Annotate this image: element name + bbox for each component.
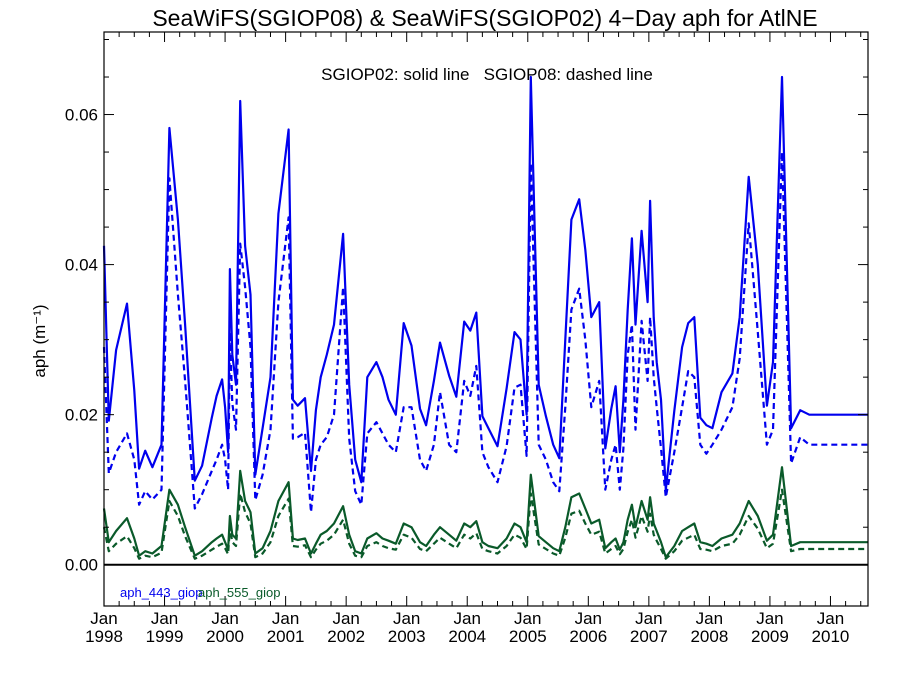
y-axis-label: aph (m⁻¹) [30,304,49,377]
legend-entry-aph_555_giop: aph_555_giop [198,585,280,600]
x-tick-label-month: Jan [90,609,117,628]
x-tick-label-year: 2009 [751,627,789,646]
x-tick-label-month: Jan [332,609,359,628]
x-tick-label-month: Jan [151,609,178,628]
x-tick-label-year: 2006 [569,627,607,646]
x-tick-label-year: 1998 [85,627,123,646]
x-tick-label-month: Jan [756,609,783,628]
x-tick-label-year: 2004 [448,627,486,646]
axes: 0.000.020.040.06Jan1998Jan1999Jan2000Jan… [65,31,869,646]
x-tick-label-year: 2008 [690,627,728,646]
series-line-aph_555_sgiop08 [102,488,868,560]
series-line-aph_443_sgiop08 [102,151,868,514]
chart-title: SeaWiFS(SGIOP08) & SeaWiFS(SGIOP02) 4−Da… [152,5,817,31]
x-tick-label-month: Jan [272,609,299,628]
x-tick-label-month: Jan [817,609,844,628]
x-tick-label-year: 1999 [146,627,184,646]
x-tick-label-month: Jan [696,609,723,628]
y-tick-label: 0.04 [65,256,98,275]
plot-frame [103,31,869,607]
y-tick-label: 0.00 [65,556,98,575]
series-line-aph_443_giop [102,75,868,491]
y-tick-label: 0.06 [65,106,98,125]
x-tick-label-year: 2003 [388,627,426,646]
series-line-aph_555_giop [102,466,868,559]
x-tick-label-month: Jan [575,609,602,628]
x-tick-label-year: 2010 [812,627,850,646]
x-tick-label-month: Jan [393,609,420,628]
x-tick-label-year: 2000 [206,627,244,646]
x-tick-label-month: Jan [635,609,662,628]
x-tick-label-year: 2007 [630,627,668,646]
x-tick-label-month: Jan [454,609,481,628]
x-tick-label-year: 2005 [509,627,547,646]
x-tick-label-year: 2002 [327,627,365,646]
chart-annotation: SGIOP02: solid line SGIOP08: dashed line [321,65,653,84]
x-tick-label-month: Jan [211,609,238,628]
x-tick-label-month: Jan [514,609,541,628]
legend-entry-aph_443_giop: aph_443_giop [120,585,202,600]
plot-area [102,75,868,566]
x-tick-label-year: 2001 [267,627,305,646]
y-tick-label: 0.02 [65,406,98,425]
